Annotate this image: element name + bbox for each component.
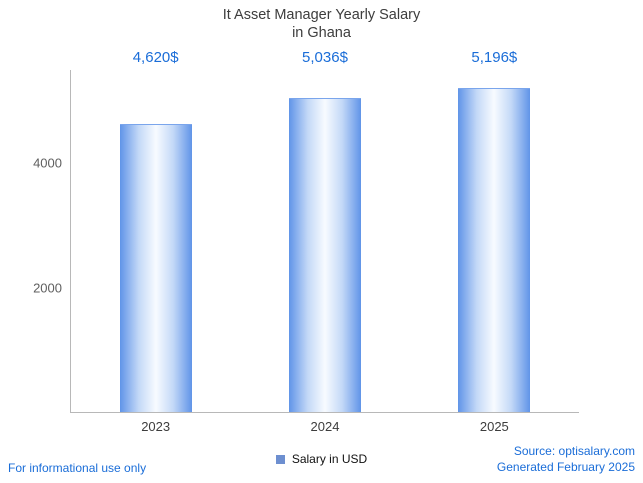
bar-column-2024: 5,036$ 2024 bbox=[240, 49, 409, 434]
source-link[interactable]: Source: optisalary.com bbox=[513, 444, 635, 458]
chart-legend: Salary in USD bbox=[0, 452, 643, 466]
x-axis-label-2024: 2024 bbox=[310, 419, 340, 434]
y-axis-tick-4000: 4000 bbox=[33, 155, 62, 171]
bar-2023 bbox=[119, 123, 192, 412]
y-axis-tick-2000: 2000 bbox=[33, 280, 62, 296]
chart-title-line1: It Asset Manager Yearly Salary bbox=[222, 7, 421, 23]
chart-title-line2: in Ghana bbox=[292, 25, 351, 41]
disclaimer-text: For informational use only bbox=[8, 461, 147, 475]
bar-2024 bbox=[288, 97, 361, 412]
chart-title: It Asset Manager Yearly Salary in Ghana bbox=[0, 6, 643, 42]
x-axis-label-2025: 2025 bbox=[479, 419, 509, 434]
x-axis-label-2023: 2023 bbox=[141, 419, 171, 434]
legend-swatch-icon bbox=[275, 454, 285, 464]
source-block: Source: optisalary.com Generated Februar… bbox=[497, 443, 635, 475]
generated-date: Generated February 2025 bbox=[496, 460, 635, 474]
bar-2025 bbox=[458, 87, 531, 412]
bar-value-label-2023: 4,620$ bbox=[132, 49, 179, 66]
bar-column-2025: 5,196$ 2025 bbox=[410, 49, 579, 434]
bar-value-label-2025: 5,196$ bbox=[471, 49, 518, 66]
bar-chart-plot-area: 4000 2000 4,620$ 2023 5,036$ 2024 5,196$… bbox=[33, 49, 579, 434]
bar-value-label-2024: 5,036$ bbox=[302, 49, 348, 66]
legend-label: Salary in USD bbox=[291, 452, 368, 466]
bar-column-2023: 4,620$ 2023 bbox=[71, 49, 240, 434]
